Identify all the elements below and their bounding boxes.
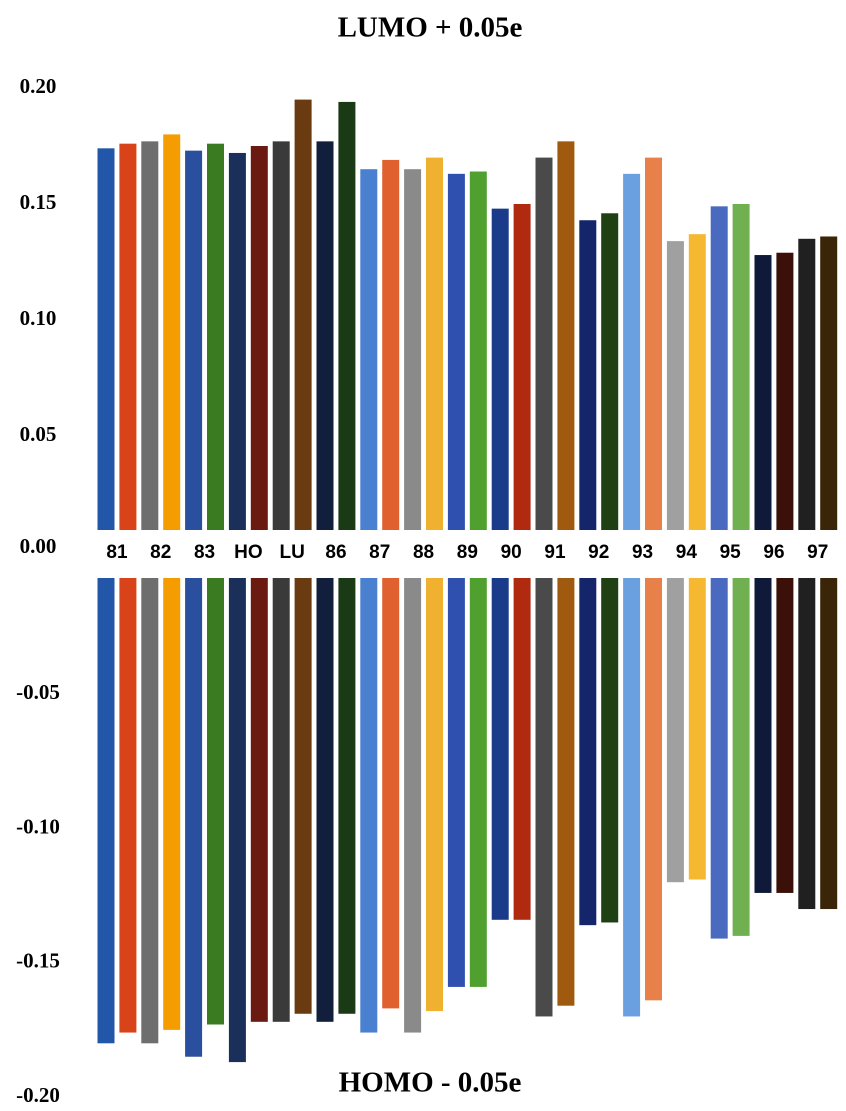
- bar: [426, 578, 443, 1012]
- x-tick-label: 81: [106, 542, 128, 563]
- x-tick-label: 90: [501, 542, 522, 563]
- x-tick-label: 96: [763, 542, 784, 563]
- bar: [250, 578, 268, 1022]
- bar: [338, 578, 356, 1014]
- bar: [228, 578, 246, 1063]
- bar: [535, 157, 553, 530]
- x-tick-label: 92: [588, 542, 609, 563]
- bar: [294, 99, 312, 530]
- bar: [119, 143, 137, 530]
- bar: [710, 206, 728, 530]
- y-tick-label: 0.10: [20, 306, 57, 330]
- bar: [710, 578, 728, 939]
- y-tick-label: -0.10: [16, 814, 60, 838]
- y-tick-label: -0.20: [16, 1083, 60, 1107]
- x-tick-label: 94: [676, 542, 698, 563]
- x-tick-label: 86: [325, 542, 346, 563]
- bar: [732, 204, 750, 530]
- x-tick-label: 97: [807, 542, 828, 563]
- bar: [623, 578, 641, 1017]
- bar: [820, 236, 838, 531]
- x-tick-label: 82: [150, 542, 171, 563]
- bar: [447, 173, 465, 530]
- bar: [141, 141, 159, 531]
- bar: [382, 159, 400, 531]
- bar: [645, 578, 662, 1001]
- bar: [316, 141, 334, 531]
- bar: [754, 255, 772, 531]
- bar: [316, 578, 334, 1022]
- bar: [513, 204, 531, 530]
- bar: [272, 578, 290, 1022]
- bar: [732, 578, 750, 936]
- bar: [426, 157, 443, 530]
- x-tick-label: 87: [369, 542, 390, 563]
- bar: [666, 241, 684, 530]
- x-tick-label: HO: [234, 542, 263, 563]
- top-title: LUMO + 0.05e: [338, 12, 523, 44]
- y-tick-label: 0.00: [20, 534, 57, 558]
- y-tick-label: 0.05: [20, 422, 57, 446]
- bar: [469, 578, 487, 987]
- bar: [557, 578, 575, 1006]
- bar: [645, 157, 662, 530]
- bar: [601, 213, 619, 530]
- bar: [404, 169, 422, 530]
- bar: [579, 578, 597, 926]
- bar: [163, 134, 181, 530]
- bar: [513, 578, 531, 920]
- x-tick-label: 89: [457, 542, 478, 563]
- bar: [185, 578, 203, 1057]
- bar: [294, 578, 312, 1014]
- bar: [207, 143, 224, 530]
- bar: [491, 208, 509, 530]
- x-tick-label: 93: [632, 542, 653, 563]
- y-tick-label: -0.15: [16, 949, 60, 973]
- bar: [250, 146, 268, 530]
- bar: [185, 150, 203, 530]
- bar: [666, 578, 684, 883]
- bar: [382, 578, 400, 1009]
- bar: [688, 234, 706, 530]
- bar: [360, 578, 378, 1033]
- bar: [798, 238, 816, 531]
- x-tick-label: LU: [279, 542, 304, 563]
- bar: [272, 141, 290, 531]
- bottom-title: HOMO - 0.05e: [339, 1067, 522, 1099]
- bar: [228, 152, 246, 530]
- bar: [820, 578, 838, 910]
- x-tick-label: 91: [544, 542, 566, 563]
- bar: [97, 578, 115, 1044]
- bar: [535, 578, 553, 1017]
- bar: [163, 578, 181, 1030]
- bar: [491, 578, 509, 920]
- bar: [119, 578, 137, 1033]
- bar: [97, 148, 115, 530]
- bar: [776, 252, 794, 530]
- bar: [776, 578, 794, 893]
- x-tick-label: 95: [720, 542, 742, 563]
- bar: [557, 141, 575, 531]
- bar: [404, 578, 422, 1033]
- bar: [469, 171, 487, 530]
- bar: [754, 578, 772, 893]
- y-tick-label: 0.15: [20, 190, 57, 214]
- bar: [688, 578, 706, 880]
- bar: [141, 578, 159, 1044]
- bar: [579, 220, 597, 531]
- bar: [360, 169, 378, 530]
- bar: [447, 578, 465, 987]
- bar: [338, 101, 356, 531]
- x-tick-label: 88: [413, 542, 434, 563]
- y-tick-label: -0.05: [16, 680, 60, 704]
- bar: [623, 173, 641, 530]
- bar: [601, 578, 619, 923]
- x-tick-label: 83: [194, 542, 215, 563]
- bar: [798, 578, 816, 910]
- bar: [207, 578, 224, 1025]
- y-tick-label: 0.20: [20, 74, 57, 98]
